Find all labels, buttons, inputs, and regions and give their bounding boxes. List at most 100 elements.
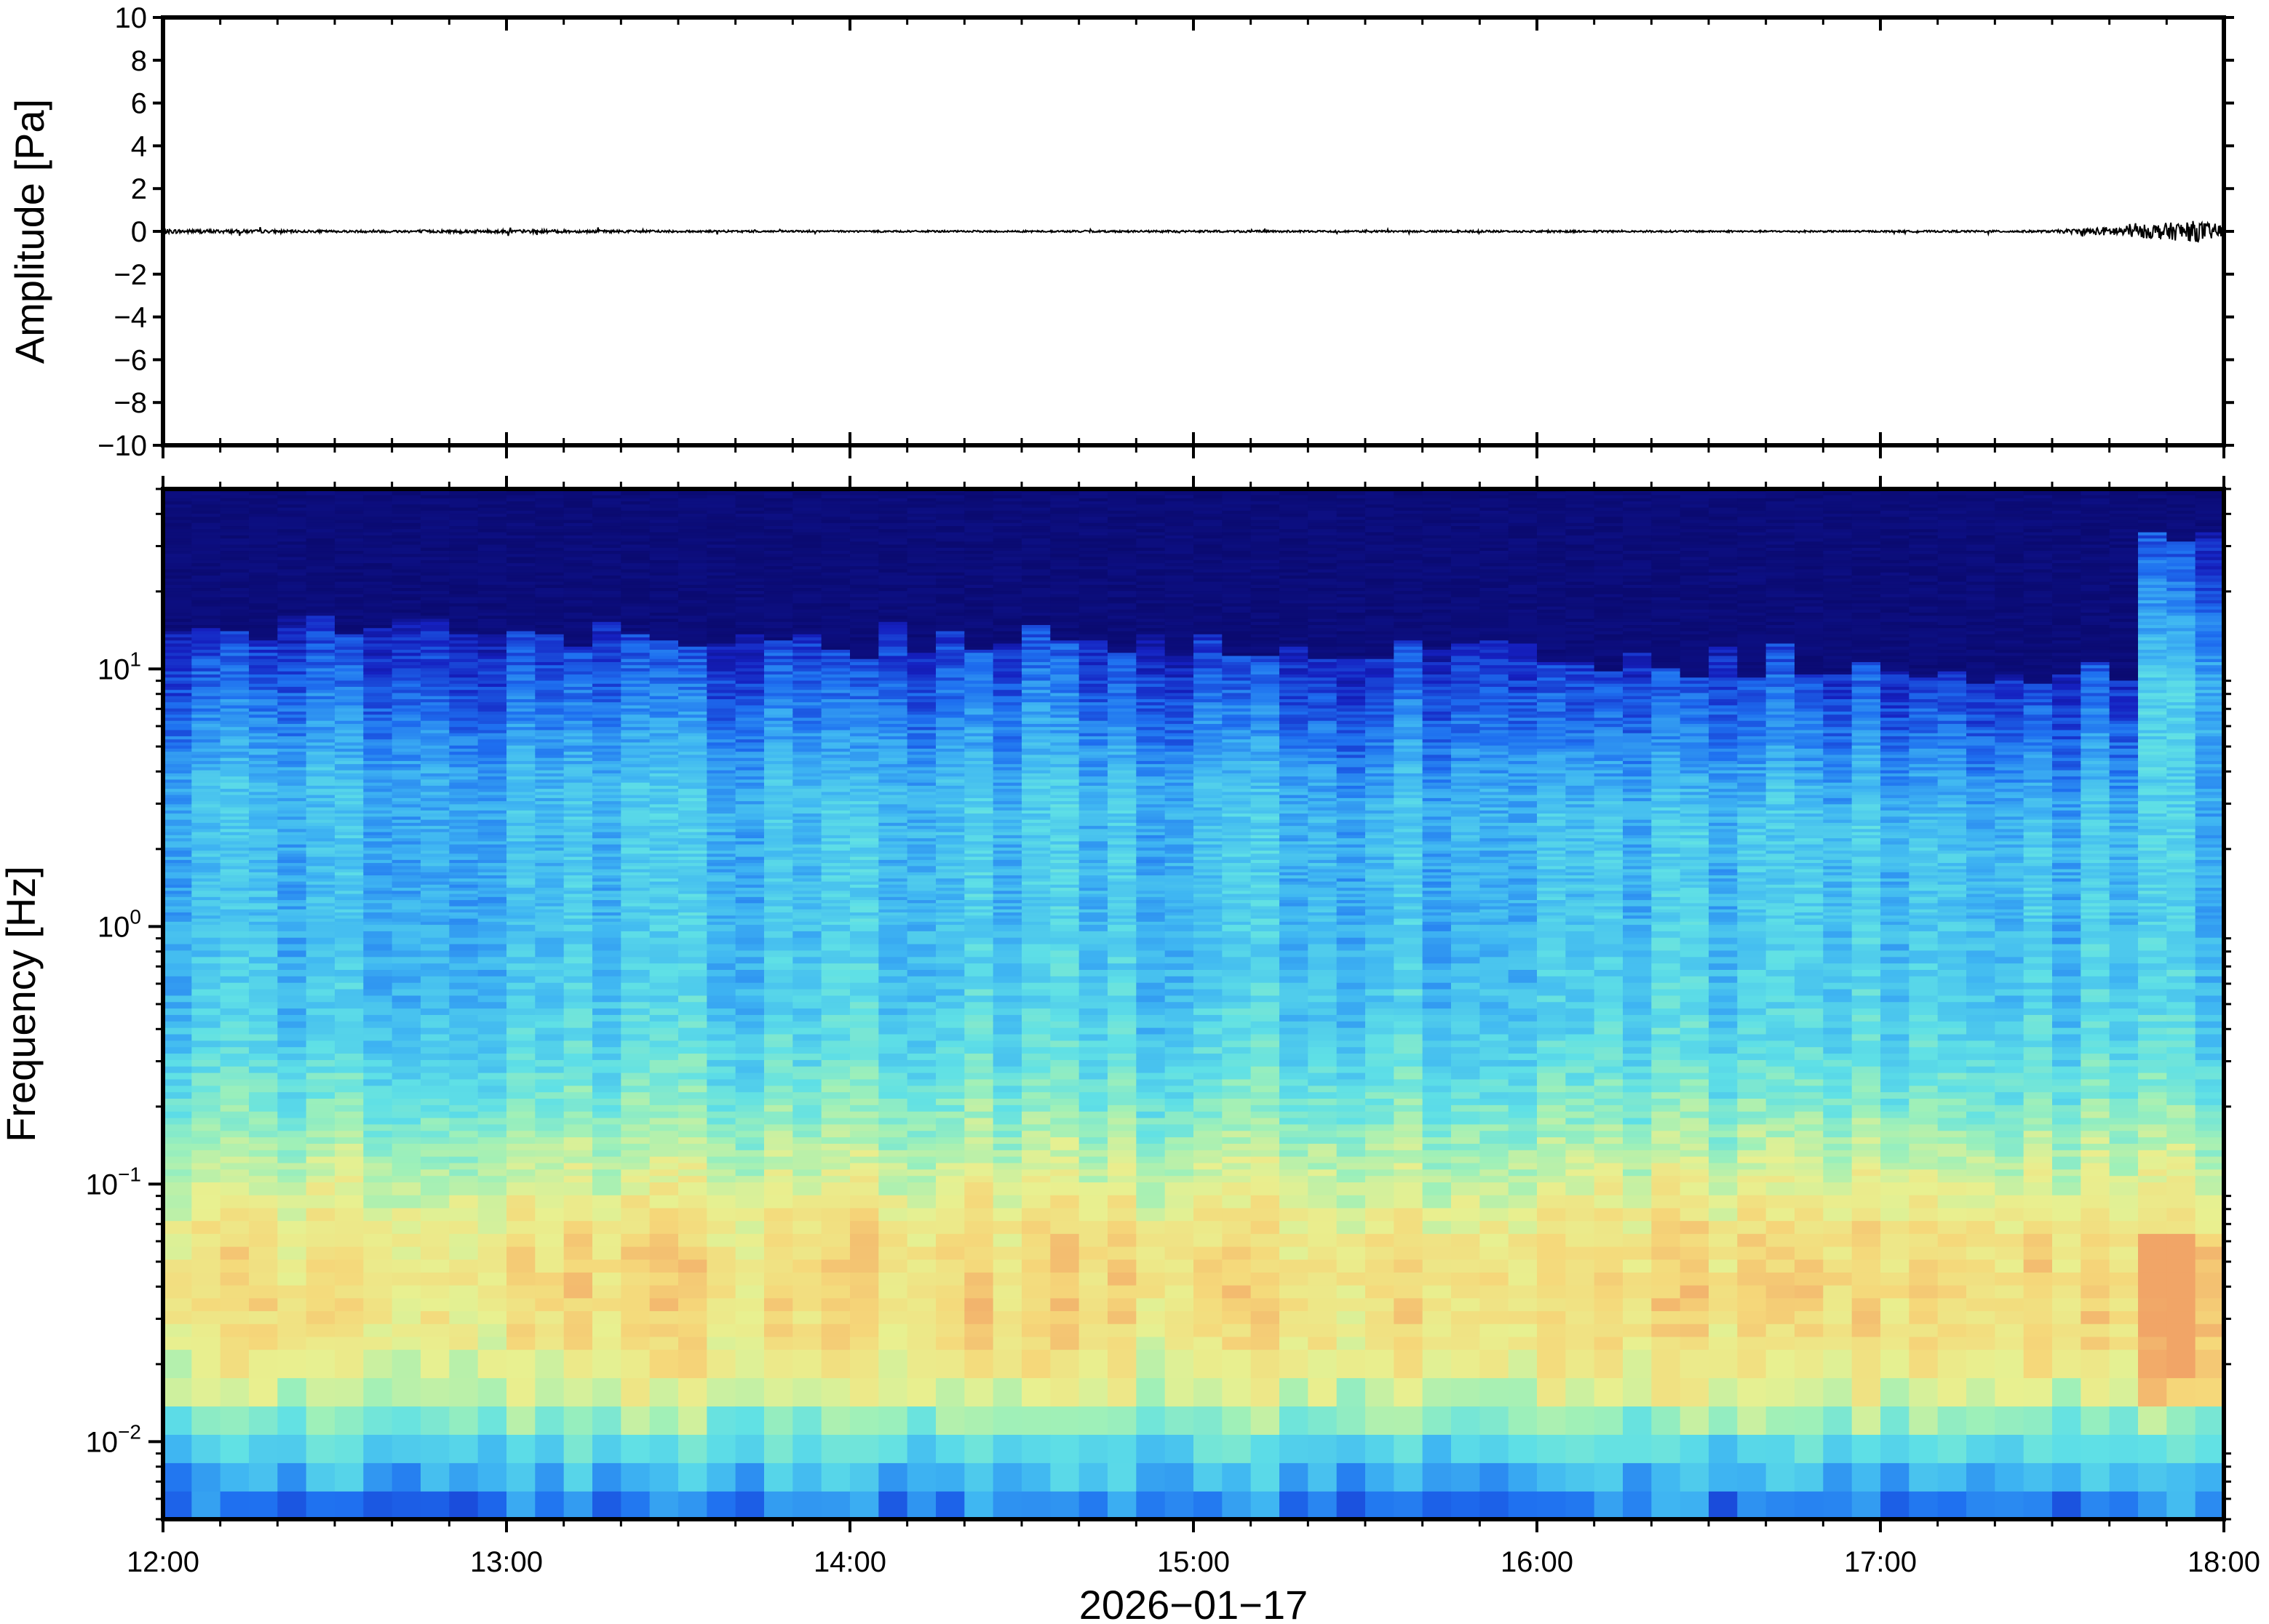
spectrogram-cell — [249, 936, 279, 944]
spectrogram-cell — [277, 840, 307, 845]
spectrogram-cell — [163, 773, 193, 777]
spectrogram-cell — [363, 850, 393, 854]
spectrogram-cell — [592, 1110, 622, 1118]
spectrogram-cell — [306, 816, 335, 820]
spectrogram-cell — [535, 1072, 565, 1080]
spectrogram-cell — [535, 943, 565, 951]
spectrogram-cell — [249, 931, 279, 938]
spectrogram-cell — [764, 1207, 794, 1222]
spectrogram-cell — [764, 1272, 794, 1286]
spectrogram-cell — [163, 1169, 193, 1177]
spectrogram-cell — [277, 1027, 307, 1035]
spectrogram-cell — [306, 633, 335, 637]
spectrogram-cell — [449, 1053, 479, 1060]
spectrogram-cell — [277, 1406, 307, 1435]
spectrogram-cell — [220, 677, 250, 681]
spectrogram-cell — [163, 608, 193, 613]
spectrogram-cell — [191, 760, 221, 765]
spectrogram-cell — [335, 931, 365, 938]
spectrogram-cell — [277, 1310, 307, 1324]
spectrogram-cell — [191, 902, 221, 907]
waveform-trace — [162, 220, 2225, 243]
spectrogram-cell — [306, 1310, 335, 1324]
spectrogram-cell — [277, 943, 307, 951]
spectrogram-cell — [363, 498, 393, 502]
spectrogram-cell — [335, 590, 365, 594]
spectrogram-cell — [306, 1137, 335, 1144]
spectrogram-cell — [163, 875, 193, 879]
spectrogram-cell — [563, 1046, 593, 1054]
spectrogram-cell — [249, 519, 279, 523]
spectrogram-cell — [220, 560, 250, 564]
spectrogram-cell — [163, 522, 193, 527]
spectrogram-cell — [821, 1336, 851, 1350]
spectrogram-cell — [506, 1336, 536, 1350]
spectrogram-cell — [449, 950, 479, 958]
spectrogram-cell — [306, 1284, 335, 1299]
spectrogram-cell — [163, 1162, 193, 1170]
spectrogram-cell — [592, 988, 622, 996]
spectrogram-cell — [306, 519, 335, 523]
spectrogram-cell — [277, 865, 307, 869]
spectrogram-cell — [792, 1310, 822, 1324]
spectrogram-cell — [506, 1207, 536, 1222]
spectrogram-cell — [363, 779, 393, 783]
spectrogram-cell — [191, 1143, 221, 1150]
spectrogram-cell — [306, 1349, 335, 1379]
spectrogram-cell — [850, 1272, 880, 1286]
spectrogram-cell — [506, 1220, 536, 1234]
spectrogram-cell — [506, 1310, 536, 1324]
spectrogram-cell — [821, 1194, 851, 1209]
spectrogram-cell — [191, 1377, 221, 1407]
spectrogram-cell — [707, 1104, 736, 1112]
spectrogram-cell — [306, 584, 335, 589]
spectrogram-cell — [850, 1130, 880, 1138]
spectrogram-cell — [535, 1462, 565, 1492]
spectrogram-cell — [678, 1162, 708, 1170]
spectrogram-cell — [277, 800, 307, 805]
spectrogram-cell — [220, 630, 250, 634]
spectrogram-cell — [421, 736, 450, 740]
spectrogram-cell — [363, 847, 393, 851]
spectrogram-cell — [535, 976, 565, 983]
spectrogram-cell — [163, 633, 193, 637]
spectrogram-cell — [249, 1008, 279, 1015]
spectrogram-cell — [191, 701, 221, 706]
spectrogram-cell — [678, 1137, 708, 1144]
spectrogram-cell — [335, 924, 365, 931]
spectrogram-cell — [735, 1169, 765, 1177]
spectrogram-cell — [220, 872, 250, 876]
spectrogram-cell — [392, 707, 421, 712]
spectrogram-cell — [421, 1349, 450, 1379]
spectrogram-cell — [449, 924, 479, 931]
spectrogram-cell — [449, 1117, 479, 1125]
spectrogram-cell — [306, 995, 335, 1003]
spectrogram-cell — [306, 859, 335, 864]
spectrogram-cell — [220, 535, 250, 539]
spectrogram-cell — [249, 686, 279, 690]
spectrogram-cell — [220, 931, 250, 938]
spectrogram-cell — [792, 1220, 822, 1234]
spectrogram-cell — [592, 956, 622, 964]
spectrogram-cell — [477, 1130, 507, 1138]
spectrogram-cell — [306, 618, 335, 622]
spectrogram-cell — [306, 562, 335, 567]
spectrogram-cell — [477, 988, 507, 996]
spectrogram-cell — [335, 791, 365, 795]
spectrogram-cell — [649, 1072, 679, 1080]
spectrogram-cell — [392, 729, 421, 733]
spectrogram-cell — [277, 661, 307, 666]
spectrogram-cell — [220, 528, 250, 533]
spectrogram-cell — [535, 1310, 565, 1324]
spectrogram-cell — [649, 1078, 679, 1086]
spectrogram-cell — [363, 785, 393, 789]
spectrogram-cell — [678, 1027, 708, 1035]
spectrogram-cell — [249, 602, 279, 607]
spectrogram-cell — [191, 1162, 221, 1170]
spectrogram-cell — [506, 1059, 536, 1067]
spectrogram-cell — [421, 1001, 450, 1009]
spectrogram-cell — [191, 528, 221, 533]
spectrogram-cell — [191, 912, 221, 916]
spectrogram-cell — [392, 819, 421, 823]
spectrogram-cell — [277, 875, 307, 879]
